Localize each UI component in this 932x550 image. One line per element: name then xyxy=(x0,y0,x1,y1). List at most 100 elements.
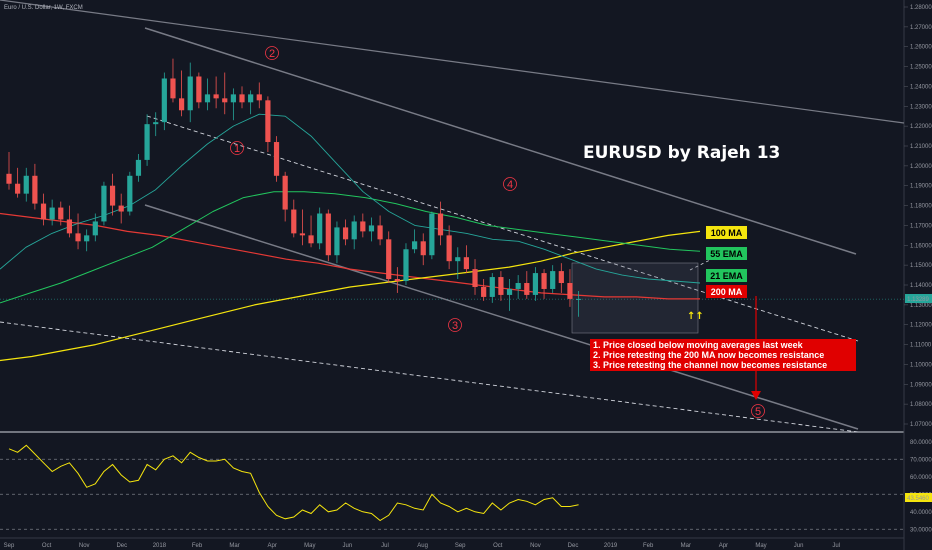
candle xyxy=(84,229,90,252)
analysis-title[interactable]: EURUSD by Rajeh 13 xyxy=(583,143,780,163)
time-tick-label: Feb xyxy=(192,543,203,549)
wave-label-2[interactable]: 2 xyxy=(265,46,279,61)
rsi-tick-label: 30.0000 xyxy=(910,527,932,533)
candle xyxy=(386,231,392,284)
candle-body xyxy=(179,98,185,111)
price-tick-label: 1.23000 xyxy=(910,104,932,110)
candle xyxy=(92,213,98,242)
channel-upper-line xyxy=(144,27,857,255)
price-tick-label: 1.17000 xyxy=(910,223,932,229)
candle xyxy=(153,112,159,137)
candle xyxy=(506,279,513,311)
price-tick-label: 1.07000 xyxy=(910,422,932,428)
candle-body xyxy=(481,286,487,297)
consolidation-box[interactable] xyxy=(571,262,699,334)
price-tick-label: 1.10000 xyxy=(910,362,932,368)
candle-body xyxy=(420,241,426,256)
candle xyxy=(66,205,73,238)
svg-text:100 MA: 100 MA xyxy=(711,228,743,238)
candle-body xyxy=(334,227,340,256)
candle-body xyxy=(153,122,159,125)
candle-body xyxy=(101,185,107,222)
candle xyxy=(118,193,124,224)
note-3: 3. Price retesting the channel now becom… xyxy=(593,360,827,370)
wave-label-5[interactable]: 5 xyxy=(751,404,765,419)
candle-body xyxy=(472,269,478,287)
price-tick-label: 1.27000 xyxy=(910,25,932,31)
time-tick-label: Apr xyxy=(268,543,277,549)
time-tick-label: May xyxy=(304,543,315,549)
candle xyxy=(273,136,280,182)
svg-text:200 MA: 200 MA xyxy=(711,287,743,297)
candle-body xyxy=(248,94,254,103)
trendlines[interactable] xyxy=(0,0,905,433)
candles xyxy=(6,58,582,317)
candle-body xyxy=(532,273,539,295)
wave-label-1[interactable]: 1 xyxy=(230,141,244,156)
long-term-trendline xyxy=(0,0,905,124)
svg-text:1.13289: 1.13289 xyxy=(907,297,929,303)
svg-text:55 EMA: 55 EMA xyxy=(710,249,743,259)
candle xyxy=(239,86,245,109)
candle xyxy=(256,82,262,109)
candle-body xyxy=(437,213,444,236)
candle xyxy=(291,199,297,238)
candle xyxy=(204,78,211,111)
candle xyxy=(230,88,236,121)
candle-body xyxy=(412,241,418,250)
ma-line-55-ema xyxy=(0,191,701,304)
symbol-header: Euro / U.S. Dollar, 1W, FXCM xyxy=(4,5,83,11)
candle-body xyxy=(135,159,142,176)
candle xyxy=(437,201,444,246)
price-tick-label: 1.16000 xyxy=(910,243,932,249)
rsi-tick-label: 60.0000 xyxy=(910,475,932,481)
range-rectangle[interactable] xyxy=(571,262,699,334)
tag-200-ma[interactable]: 200 MA xyxy=(706,285,747,298)
candle xyxy=(481,279,487,301)
candle xyxy=(575,290,582,317)
candle xyxy=(558,263,564,293)
candle xyxy=(403,243,409,285)
wave-label-4[interactable]: 4 xyxy=(503,177,517,192)
analysis-notes[interactable]: 1. Price closed below moving averages la… xyxy=(590,339,856,371)
candle xyxy=(15,167,21,198)
time-tick-label: Mar xyxy=(229,543,239,549)
tag-21-ema[interactable]: 21 EMA xyxy=(706,269,747,282)
candle xyxy=(144,114,150,166)
candle-body xyxy=(187,76,193,111)
candle xyxy=(308,215,314,248)
candle-body xyxy=(230,94,236,103)
candle xyxy=(455,247,461,280)
candle-body xyxy=(273,142,280,176)
candle xyxy=(23,167,29,202)
candle xyxy=(524,271,530,299)
moving-averages xyxy=(0,113,701,362)
candle xyxy=(498,271,504,301)
candle xyxy=(351,215,357,250)
price-tick-label: 1.28000 xyxy=(910,5,932,11)
candle-body xyxy=(222,98,228,103)
tag-100-ma[interactable]: 100 MA xyxy=(706,226,747,239)
price-tick-label: 1.19000 xyxy=(910,184,932,190)
price-tick-label: 1.21000 xyxy=(910,144,932,150)
candle-body xyxy=(558,271,564,284)
candle xyxy=(213,76,219,109)
candle-body xyxy=(291,209,297,234)
price-tick-label: 1.08000 xyxy=(910,402,932,408)
candle-body xyxy=(515,283,521,289)
candle-body xyxy=(524,283,530,295)
candle xyxy=(489,273,495,303)
candle-body xyxy=(66,219,73,234)
price-tick-label: 1.26000 xyxy=(910,45,932,51)
price-tick-label: 1.12000 xyxy=(910,323,932,329)
candle-body xyxy=(40,203,47,220)
price-tick-label: 1.25000 xyxy=(910,65,932,71)
wave-label-3[interactable]: 3 xyxy=(448,318,462,333)
candle xyxy=(58,201,64,226)
rsi-tick-label: 40.0000 xyxy=(910,510,932,516)
last-price-tag: 1.13289 xyxy=(905,294,932,303)
candle xyxy=(342,219,349,246)
tag-55-ema[interactable]: 55 EMA xyxy=(706,247,747,260)
channel-lower-line xyxy=(144,204,859,430)
